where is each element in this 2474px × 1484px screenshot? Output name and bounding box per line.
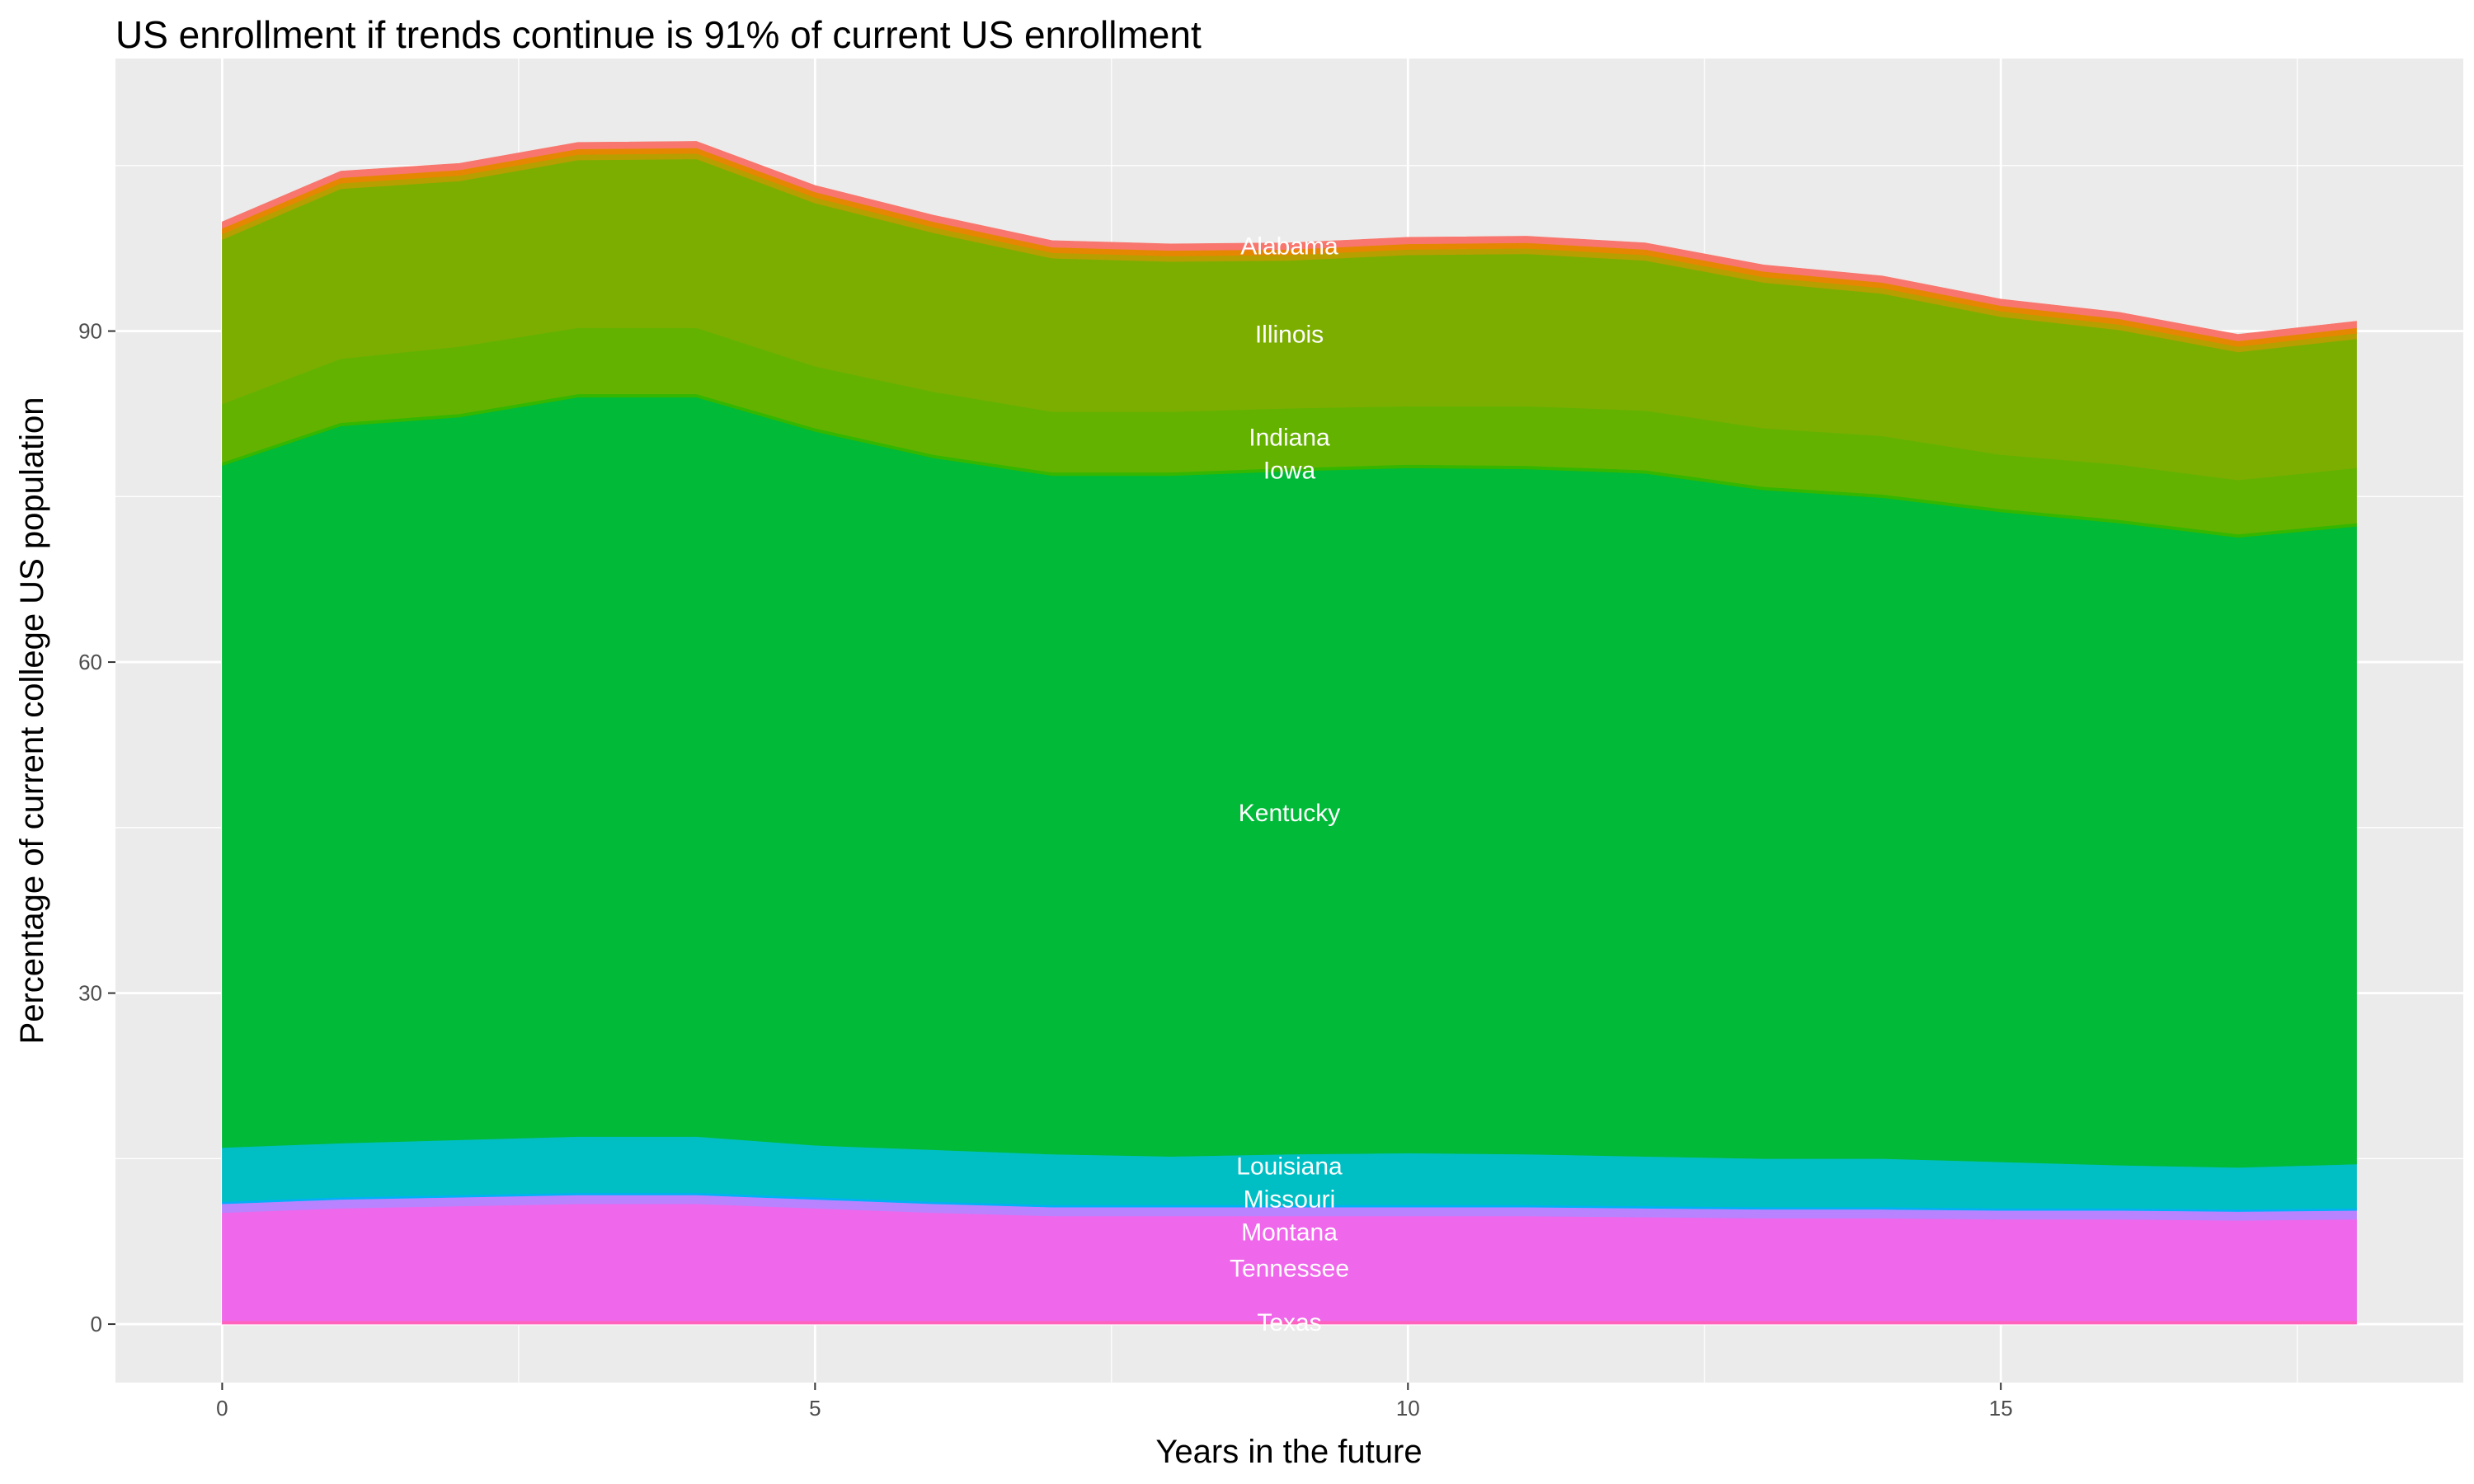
chart-title: US enrollment if trends continue is 91% … [115, 13, 1202, 56]
series-label-missouri: Missouri [1244, 1186, 1336, 1213]
series-label-illinois: Illinois [1255, 322, 1324, 349]
series-label-montana: Montana [1241, 1219, 1338, 1246]
series-label-alabama: Alabama [1240, 233, 1338, 261]
series-label-louisiana: Louisiana [1236, 1153, 1343, 1180]
series-label-indiana: Indiana [1249, 424, 1330, 451]
series-label-tennessee: Tennessee [1230, 1255, 1349, 1282]
x-axis-title: Years in the future [1155, 1434, 1422, 1470]
area-layers [222, 141, 2357, 1325]
x-tick-label: 5 [809, 1396, 821, 1421]
y-tick-label: 0 [91, 1312, 102, 1336]
series-label-kentucky: Kentucky [1239, 800, 1340, 827]
x-tick-label: 10 [1396, 1396, 1420, 1421]
series-label-iowa: Iowa [1263, 457, 1316, 484]
series-label-texas: Texas [1257, 1309, 1321, 1336]
area-alabama [222, 141, 2357, 341]
y-axis-title: Percentage of current college US populat… [14, 397, 50, 1045]
x-tick-label: 0 [216, 1396, 228, 1421]
x-tick-label: 15 [1989, 1396, 2013, 1421]
y-tick-label: 60 [78, 650, 102, 674]
y-tick-label: 30 [78, 981, 102, 1006]
y-tick-label: 90 [78, 319, 102, 344]
series-labels: Alabama Illinois Indiana Iowa Kentucky Louisi… [1230, 233, 1349, 1337]
axes: 0 5 10 15 0 30 60 90 [78, 319, 2013, 1421]
